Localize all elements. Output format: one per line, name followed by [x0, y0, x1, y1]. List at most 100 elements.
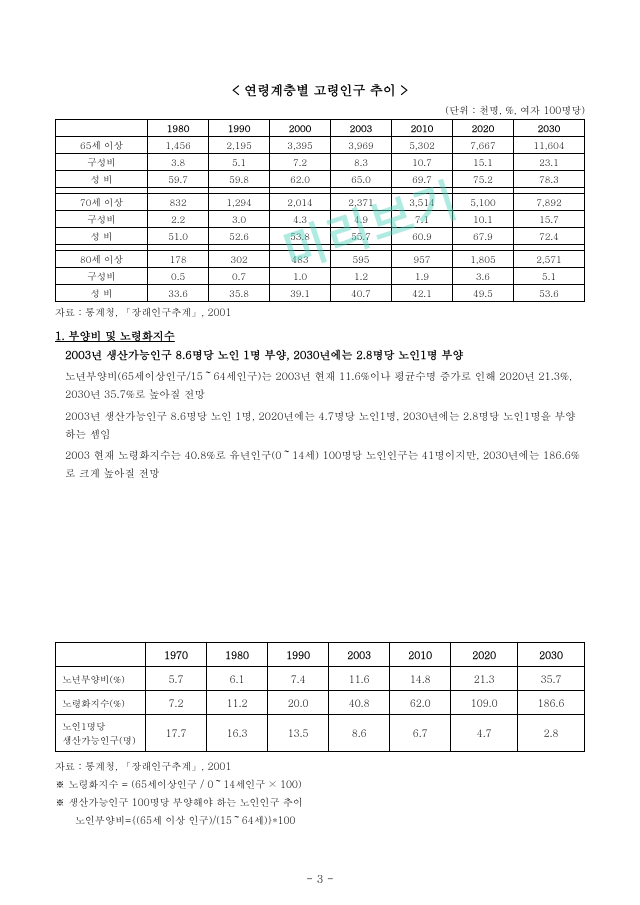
paragraph: 2003년 생산가능인구 8.6명당 노인 1명, 2020년에는 4.7명당 … [55, 407, 585, 443]
cell: 구성비 [56, 268, 148, 285]
col-2020: 2020 [451, 643, 518, 667]
col-1980: 1980 [148, 120, 209, 137]
cell: 595 [331, 251, 392, 268]
cell: 40.8 [329, 691, 390, 715]
cell: 59.8 [209, 171, 270, 188]
dependency-ratio-table: 1970 1980 1990 2003 2010 2020 2030 노년부양비… [55, 642, 585, 752]
table-row: 노년부양비(%)5.76.17.411.614.821.335.7 [56, 667, 585, 691]
cell: 3,969 [331, 137, 392, 154]
table-row: 65세 이상1,4562,1953,3953,9695,3027,66711,6… [56, 137, 585, 154]
col-2000: 2000 [270, 120, 331, 137]
cell: 성 비 [56, 171, 148, 188]
cell: 75.2 [452, 171, 513, 188]
cell: 3,395 [270, 137, 331, 154]
cell: 39.1 [270, 285, 331, 302]
cell: 55.7 [331, 228, 392, 245]
cell: 53.6 [513, 285, 584, 302]
cell: 노령화지수(%) [56, 691, 146, 715]
cell: 2.2 [148, 211, 209, 228]
cell: 178 [148, 251, 209, 268]
cell: 11.2 [207, 691, 268, 715]
cell: 1,294 [209, 194, 270, 211]
col-1990: 1990 [209, 120, 270, 137]
cell: 15.1 [452, 154, 513, 171]
cell: 성 비 [56, 228, 148, 245]
cell: 5,100 [452, 194, 513, 211]
paragraph: 노년부양비(65세이상인구/15～64세인구)는 2003년 현재 11.6%이… [55, 367, 585, 403]
table-row: 성 비33.635.839.140.742.149.553.6 [56, 285, 585, 302]
cell: 8.3 [331, 154, 392, 171]
cell: 40.7 [331, 285, 392, 302]
page-number: - 3 - [0, 872, 640, 887]
cell: 2,371 [331, 194, 392, 211]
cell: 구성비 [56, 211, 148, 228]
cell: 5.7 [146, 667, 207, 691]
cell: 17.7 [146, 715, 207, 752]
col-2010: 2010 [390, 643, 451, 667]
cell: 65세 이상 [56, 137, 148, 154]
cell: 72.4 [513, 228, 584, 245]
cell: 16.3 [207, 715, 268, 752]
table-row: 구성비2.23.04.34.97.110.115.7 [56, 211, 585, 228]
cell: 59.7 [148, 171, 209, 188]
cell: 67.9 [452, 228, 513, 245]
note-line: 노인부양비={(65세 이상 인구)/(15～64세)}*100 [55, 811, 585, 829]
cell: 노인1명당 생산가능인구(명) [56, 715, 146, 752]
table-row: 70세 이상8321,2942,0142,3713,5145,1007,892 [56, 194, 585, 211]
col-2003: 2003 [331, 120, 392, 137]
table-row: 노령화지수(%)7.211.220.040.862.0109.0186.6 [56, 691, 585, 715]
table-row: 성 비59.759.862.065.069.775.278.3 [56, 171, 585, 188]
cell: 7.2 [146, 691, 207, 715]
cell: 7,667 [452, 137, 513, 154]
col-1980: 1980 [207, 643, 268, 667]
cell: 33.6 [148, 285, 209, 302]
cell: 7,892 [513, 194, 584, 211]
cell: 4.7 [451, 715, 518, 752]
cell: 70세 이상 [56, 194, 148, 211]
cell: 957 [391, 251, 452, 268]
table-row: 80세 이상1783024835959571,8052,571 [56, 251, 585, 268]
cell: 1.0 [270, 268, 331, 285]
cell: 5,302 [391, 137, 452, 154]
table1-unit: (단위 : 천명, %, 여자 100명당) [55, 103, 585, 117]
cell: 1,456 [148, 137, 209, 154]
cell: 구성비 [56, 154, 148, 171]
cell: 2,571 [513, 251, 584, 268]
cell: 7.1 [391, 211, 452, 228]
note-line: ※ 생산가능인구 100명당 부양해야 하는 노인인구 추이 [55, 793, 585, 811]
cell: 483 [270, 251, 331, 268]
cell: 51.0 [148, 228, 209, 245]
cell: 80세 이상 [56, 251, 148, 268]
cell: 2.8 [518, 715, 585, 752]
col-2030: 2030 [518, 643, 585, 667]
cell: 3,514 [391, 194, 452, 211]
cell: 109.0 [451, 691, 518, 715]
cell: 69.7 [391, 171, 452, 188]
cell: 0.5 [148, 268, 209, 285]
cell: 62.0 [270, 171, 331, 188]
cell: 42.1 [391, 285, 452, 302]
cell: 11.6 [329, 667, 390, 691]
paragraph: 2003 현재 노령화지수는 40.8%로 유년인구(0～14세) 100명당 … [55, 446, 585, 482]
cell: 35.7 [518, 667, 585, 691]
cell: 노년부양비(%) [56, 667, 146, 691]
col-blank [56, 643, 146, 667]
cell: 5.1 [513, 268, 584, 285]
note-line: ※ 노령화지수 = (65세이상인구 / 0～14세인구 × 100) [55, 775, 585, 793]
table-row: 구성비0.50.71.01.21.93.65.1 [56, 268, 585, 285]
table-header-row: 1980 1990 2000 2003 2010 2020 2030 [56, 120, 585, 137]
elderly-population-table: 1980 1990 2000 2003 2010 2020 2030 65세 이… [55, 119, 585, 302]
cell: 13.5 [268, 715, 329, 752]
cell: 65.0 [331, 171, 392, 188]
cell: 14.8 [390, 667, 451, 691]
table1-title: < 연령계층별 고령인구 추이 > [55, 80, 585, 99]
col-blank [56, 120, 148, 137]
cell: 10.7 [391, 154, 452, 171]
note-line: 자료 : 통계청, 「장래인구추계」, 2001 [55, 757, 585, 775]
cell: 5.1 [209, 154, 270, 171]
table1-source: 자료 : 통계청, 「장래인구추계」, 2001 [55, 305, 585, 319]
cell: 3.6 [452, 268, 513, 285]
cell: 8.6 [329, 715, 390, 752]
cell: 7.4 [268, 667, 329, 691]
cell: 4.9 [331, 211, 392, 228]
